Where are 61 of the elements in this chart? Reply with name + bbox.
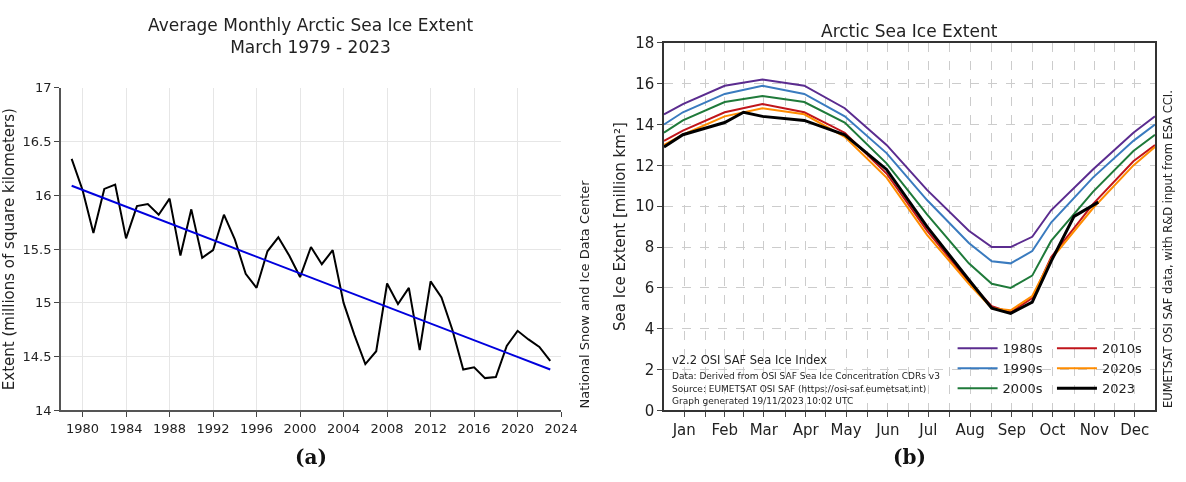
- y-tick-label: 18: [635, 34, 655, 53]
- x-tick-label: 1984: [109, 420, 143, 436]
- chart-title: Arctic Sea Ice Extent: [821, 21, 998, 41]
- y-tick-label: 17: [34, 80, 52, 96]
- x-tick-label: Oct: [1039, 421, 1066, 440]
- y-tick-label: 15.5: [22, 241, 52, 257]
- x-tick-label: Sep: [997, 421, 1027, 440]
- x-tick-label: Apr: [792, 421, 820, 440]
- annotation: Graph generated 19/11/2023 10:02 UTC: [672, 396, 854, 406]
- y-axis-title: Sea Ice Extent [million km²]: [610, 122, 629, 331]
- y-tick-label: 6: [644, 279, 655, 298]
- x-tick-label: 1988: [153, 420, 187, 436]
- x-tick-label: Jan: [671, 421, 696, 440]
- x-tick-label: 2008: [370, 420, 404, 436]
- x-tick-label: 1980: [65, 420, 100, 436]
- y-tick-label: 8: [644, 238, 655, 257]
- text: (b): [893, 445, 926, 469]
- x-tick-label: May: [830, 421, 862, 440]
- y-tick-label: 14.5: [22, 349, 52, 365]
- text: (a): [295, 445, 327, 469]
- x-tick-label: 1996: [240, 420, 274, 436]
- annotation: Data: Derived from OSI SAF Sea Ice Concentration CDRs v3: [672, 371, 940, 381]
- x-tick-label: Aug: [955, 421, 985, 440]
- y-tick-label: 16.5: [22, 134, 52, 150]
- legend-label: 2023: [1101, 381, 1136, 397]
- x-tick-label: 2016: [457, 420, 491, 436]
- y-tick-label: 14: [635, 115, 655, 134]
- annotation: v2.2 OSI SAF Sea Ice Index: [672, 353, 828, 367]
- y-tick-label: 16: [34, 187, 52, 203]
- x-tick-label: 2004: [327, 420, 361, 436]
- legend-label: 2000s: [1002, 381, 1043, 397]
- x-tick-label: 2012: [414, 420, 448, 436]
- y-tick-label: 10: [635, 197, 655, 216]
- legend-label: 1990s: [1002, 361, 1043, 377]
- text: EUMETSAT OSI SAF data, with R&D input from ESA CCI.: [1161, 90, 1176, 409]
- x-tick-label: Dec: [1120, 421, 1150, 440]
- y-axis-title: Extent (millions of square kilometers): [0, 108, 18, 391]
- y-tick-label: 2: [644, 360, 655, 379]
- x-tick-label: Jul: [918, 421, 938, 440]
- legend-label: 2020s: [1101, 361, 1143, 377]
- legend-label: 1980s: [1002, 341, 1043, 357]
- text: National Snow and Ice Data Center: [576, 179, 592, 409]
- x-tick-label: 2024: [544, 420, 578, 436]
- x-tick-label: Feb: [711, 421, 738, 440]
- x-tick-label: Jun: [875, 421, 900, 440]
- annotation: Source: EUMETSAT OSI SAF (https://osi-saf.eumetsat.int): [672, 384, 927, 394]
- x-tick-label: Nov: [1079, 421, 1110, 440]
- x-tick-label: 2020: [501, 420, 535, 436]
- y-tick-label: 4: [644, 319, 655, 338]
- line-series: [663, 94, 1155, 289]
- x-tick-label: Mar: [749, 421, 779, 440]
- x-tick-label: 2000: [283, 420, 317, 436]
- y-tick-label: 12: [635, 156, 655, 175]
- y-tick-label: 16: [635, 74, 655, 93]
- x-tick-label: 1992: [196, 420, 230, 436]
- chart-title: Average Monthly Arctic Sea Ice Extent March 1979 - 2023: [148, 15, 474, 58]
- y-tick-label: 0: [644, 401, 655, 420]
- legend-label: 2010s: [1101, 341, 1143, 357]
- y-tick-label: 15: [34, 295, 52, 311]
- y-tick-label: 14: [34, 402, 52, 418]
- line-series: [70, 157, 552, 380]
